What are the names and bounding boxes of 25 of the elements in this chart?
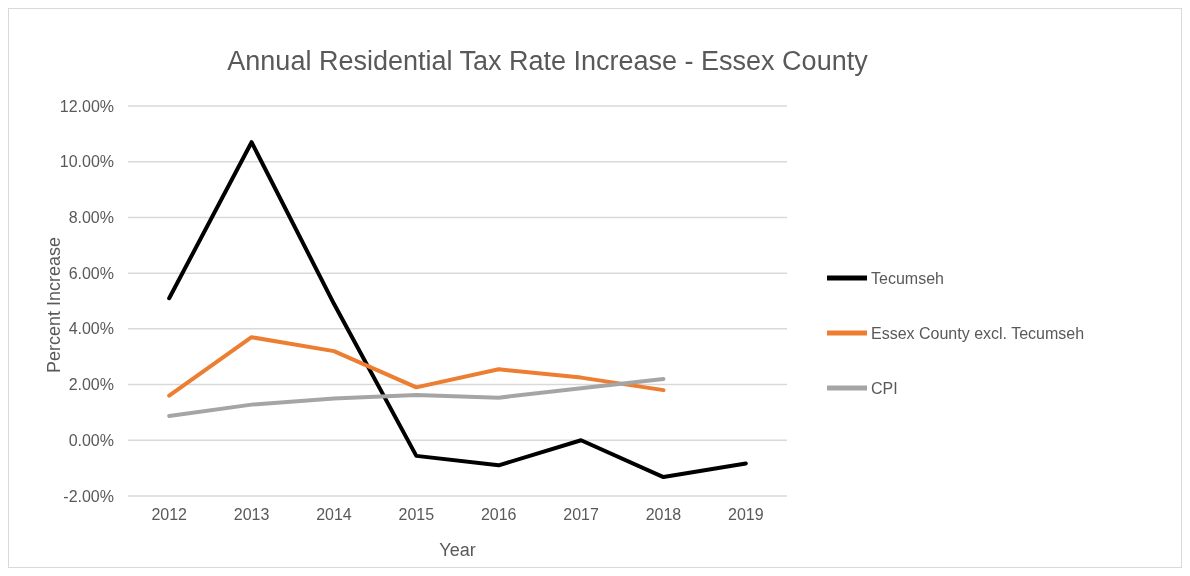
legend-label: Essex County excl. Tecumseh bbox=[871, 324, 1085, 342]
x-tick-label: 2018 bbox=[645, 506, 682, 523]
y-tick-label: 0.00% bbox=[68, 431, 114, 449]
x-tick-label: 2014 bbox=[316, 506, 352, 523]
y-tick-label: 12.00% bbox=[59, 97, 114, 115]
x-axis-title: Year bbox=[439, 540, 476, 560]
line-series bbox=[167, 377, 666, 419]
y-tick-label: -2.00% bbox=[63, 487, 114, 505]
x-tick-label: 2013 bbox=[233, 506, 270, 523]
legend-label: CPI bbox=[871, 379, 898, 397]
y-tick-label: 6.00% bbox=[68, 264, 114, 282]
y-tick-label: 10.00% bbox=[59, 153, 114, 171]
x-tick-label: 2019 bbox=[728, 506, 764, 523]
line-series bbox=[167, 140, 748, 480]
y-tick-label: 4.00% bbox=[68, 320, 114, 338]
x-tick-label: 2012 bbox=[151, 506, 188, 523]
x-tick-label: 2015 bbox=[398, 506, 435, 523]
chart-title: Annual Residential Tax Rate Increase - Essex County bbox=[227, 46, 869, 76]
y-tick-label: 2.00% bbox=[68, 376, 114, 394]
y-axis-title: Percent Increase bbox=[44, 236, 64, 374]
line-series bbox=[167, 335, 666, 398]
x-tick-label: 2016 bbox=[480, 506, 517, 523]
x-tick-label: 2017 bbox=[563, 506, 599, 523]
y-tick-label: 8.00% bbox=[68, 209, 114, 227]
legend-label: Tecumseh bbox=[871, 269, 944, 287]
